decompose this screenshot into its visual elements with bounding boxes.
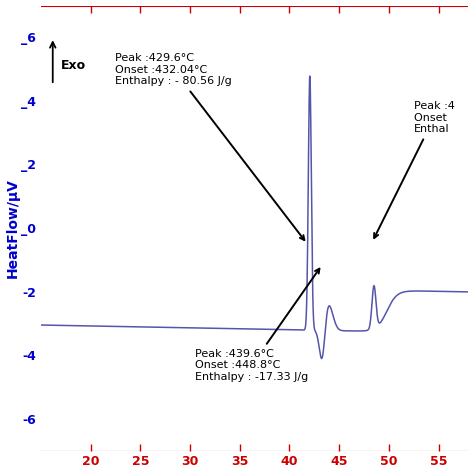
Y-axis label: HeatFlow/μV: HeatFlow/μV	[6, 178, 19, 278]
Text: Peak :439.6°C
Onset :448.8°C
Enthalpy : -17.33 J/g: Peak :439.6°C Onset :448.8°C Enthalpy : …	[195, 269, 319, 382]
Text: Peak :4
Onset 
Enthal: Peak :4 Onset Enthal	[374, 101, 455, 238]
Text: Peak :429.6°C
Onset :432.04°C
Enthalpy : - 80.56 J/g: Peak :429.6°C Onset :432.04°C Enthalpy :…	[115, 53, 304, 240]
Text: Exo: Exo	[61, 59, 86, 72]
